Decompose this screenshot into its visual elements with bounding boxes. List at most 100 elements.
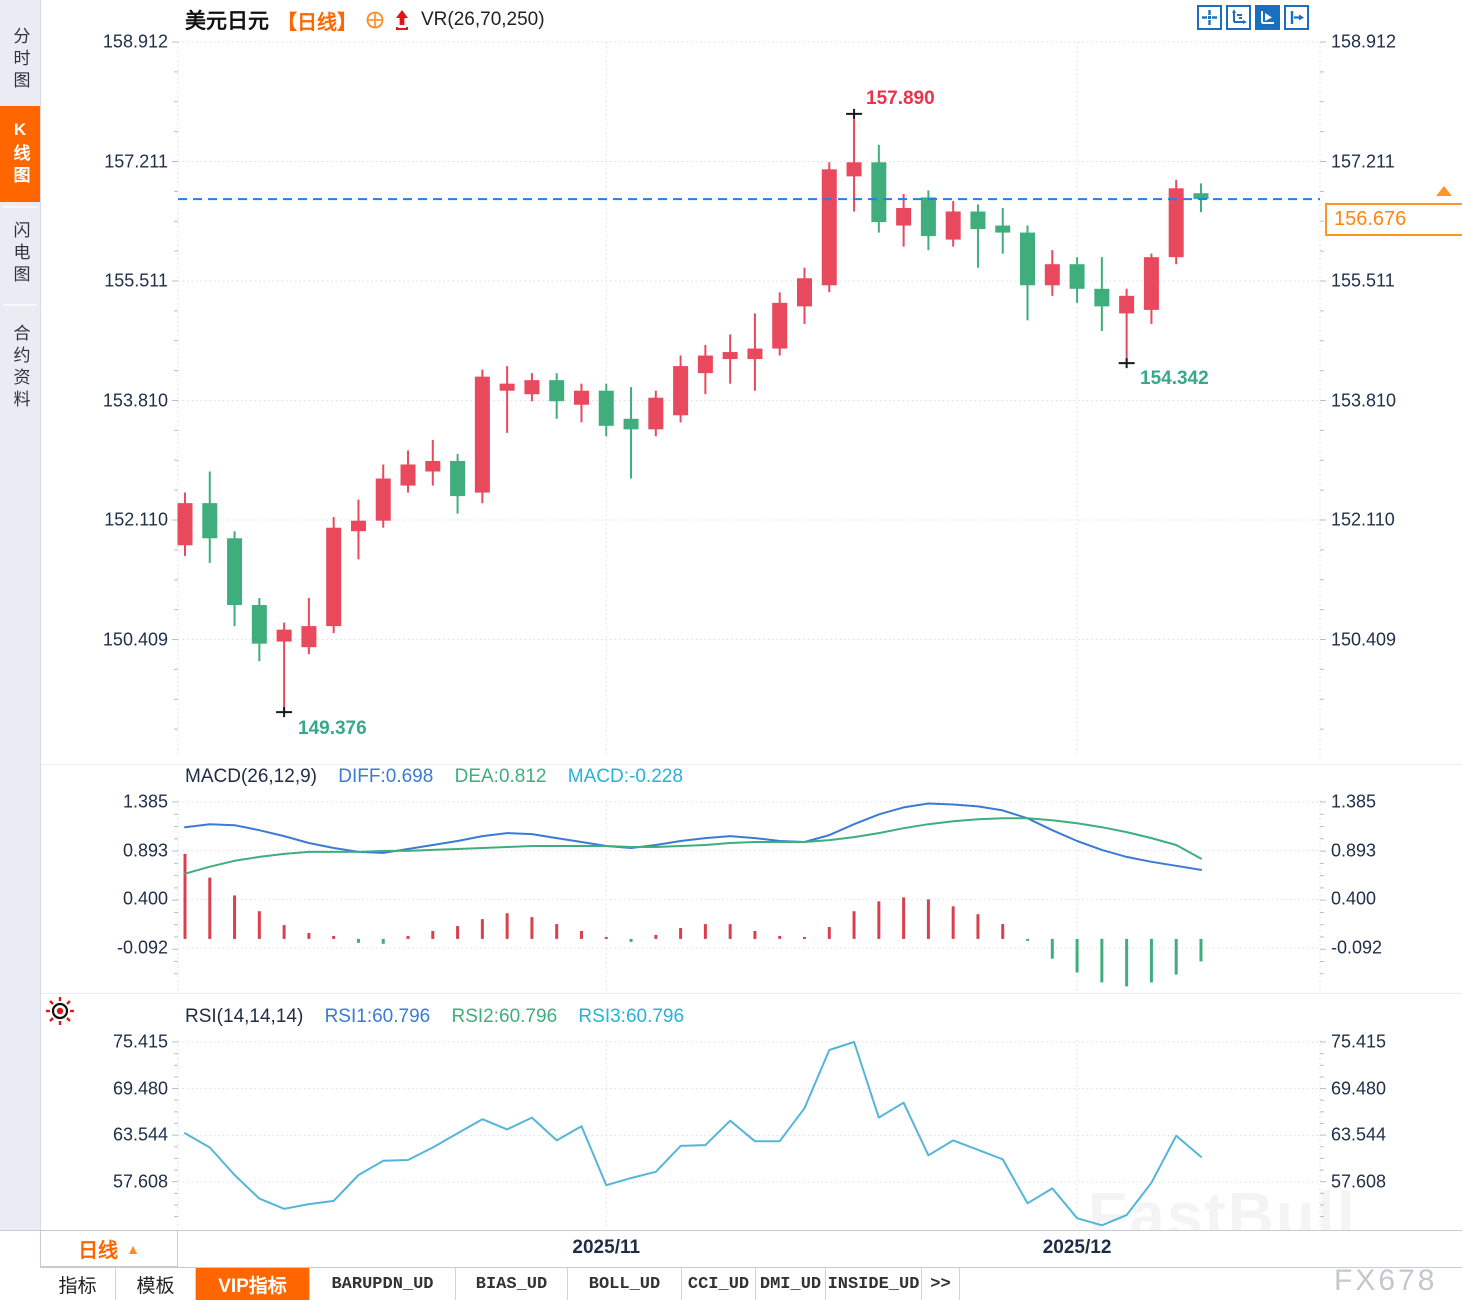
candle-body <box>251 605 267 644</box>
bottom-tab-5[interactable]: BIAS_UD <box>456 1268 568 1300</box>
indicator-settings-icon[interactable] <box>44 995 76 1032</box>
current-price-tag: 156.676 <box>1325 203 1462 236</box>
candle-body <box>871 162 887 223</box>
x-axis-month-label: 2025/12 <box>1042 1237 1112 1258</box>
sidebar: 分时图 K线图闪电图合约资料 <box>0 0 41 1230</box>
candle-body <box>747 348 763 360</box>
swing-low-annotation: 154.342 <box>1140 368 1209 389</box>
macd-dea-value: DEA:0.812 <box>454 766 547 787</box>
candle-body <box>350 520 366 532</box>
price-axis-label: 158.912 <box>102 31 168 52</box>
low-annotation: 149.376 <box>298 718 367 739</box>
rsi-header: RSI(14,14,14) RSI1:60.796 RSI2:60.796 RS… <box>185 1006 684 1028</box>
price-axis-label: 157.211 <box>104 151 168 172</box>
macd-axis-label: 0.893 <box>1331 840 1377 861</box>
candle-body <box>524 380 540 395</box>
bottom-tab-10[interactable]: >> <box>922 1268 960 1300</box>
chart-toolbar <box>1197 5 1309 30</box>
candle-body <box>202 503 218 539</box>
candle-body <box>945 211 961 240</box>
candle-body <box>1143 257 1159 310</box>
candle-body <box>1094 288 1110 307</box>
candle-body <box>301 626 317 648</box>
candle-body <box>499 383 515 391</box>
scroll-right-icon[interactable] <box>1284 5 1309 30</box>
macd-axis-label: 0.400 <box>122 888 168 909</box>
bottom-tab-3[interactable]: VIP指标 <box>196 1268 310 1300</box>
sidebar-tab-2[interactable]: K线图 <box>0 106 40 202</box>
candle-body <box>1044 264 1060 286</box>
price-axis-label: 153.810 <box>1331 390 1397 411</box>
candle-body <box>920 197 936 237</box>
macd-axis-label: -0.092 <box>1331 937 1383 958</box>
candle-body <box>276 629 292 642</box>
price-up-triangle-icon <box>1436 186 1452 196</box>
price-axis-label: 152.110 <box>104 509 168 530</box>
candle-body <box>474 376 490 493</box>
vr-indicator-label: VR(26,70,250) <box>421 9 545 30</box>
crosshair-icon[interactable] <box>1197 5 1222 30</box>
candle-body <box>797 278 812 307</box>
price-axis-label: 158.912 <box>1331 31 1397 52</box>
sidebar-divider <box>3 206 37 208</box>
candle-body <box>648 397 664 430</box>
x-axis-row <box>40 1230 1462 1268</box>
candle-body <box>623 418 639 430</box>
bottom-tab-8[interactable]: DMI_UD <box>756 1268 826 1300</box>
candle-body <box>598 390 614 426</box>
bottom-tab-9[interactable]: INSIDE_UD <box>826 1268 922 1300</box>
rsi2-value: RSI2:60.796 <box>451 1006 558 1027</box>
candle-body <box>227 538 243 606</box>
macd-axis-label: 0.400 <box>1331 888 1377 909</box>
candle-body <box>1020 232 1036 286</box>
red-up-arrow-icon[interactable] <box>393 8 411 32</box>
chart-titlebar: 美元日元 【日线】 VR(26,70,250) <box>185 5 545 35</box>
period-selector[interactable]: 日线 ▲ <box>40 1230 178 1267</box>
rsi-axis-label: 69.480 <box>112 1078 168 1099</box>
x-axis-month-label: 2025/11 <box>572 1237 641 1258</box>
price-axis-label: 153.810 <box>102 390 168 411</box>
period-selector-label: 日线 <box>78 1240 119 1262</box>
candle-body <box>772 302 788 349</box>
rsi-axis-label: 63.544 <box>1331 1124 1387 1145</box>
candle-body <box>722 352 738 360</box>
sidebar-tab-3[interactable]: 闪电图 <box>10 221 30 287</box>
bottom-tab-1[interactable]: 指标 <box>40 1268 116 1300</box>
rsi-axis-label: 75.415 <box>112 1031 168 1052</box>
macd-diff-value: DIFF:0.698 <box>338 766 434 787</box>
high-annotation: 157.890 <box>866 88 935 109</box>
candle-body <box>1193 193 1209 200</box>
candle-body <box>821 169 837 286</box>
candle-body <box>846 162 862 177</box>
candle-body <box>1069 264 1085 289</box>
axis-zoom-icon[interactable] <box>1226 5 1251 30</box>
panel-separator <box>40 764 1462 765</box>
price-axis-label: 150.409 <box>102 629 168 650</box>
macd-axis-label: -0.092 <box>116 937 168 958</box>
sidebar-bottom-cell <box>0 1230 41 1300</box>
panel-separator <box>40 993 1462 994</box>
globe-plus-icon[interactable] <box>365 10 385 30</box>
candle-body <box>896 207 912 226</box>
price-axis-label: 155.511 <box>104 270 168 291</box>
price-axis-label: 152.110 <box>1331 509 1395 530</box>
rsi-line <box>184 1041 1202 1227</box>
bottom-tab-6[interactable]: BOLL_UD <box>568 1268 682 1300</box>
sidebar-tab-1[interactable]: 分时图 <box>10 27 30 93</box>
bottom-tab-7[interactable]: CCI_UD <box>682 1268 756 1300</box>
price-axis-label: 155.511 <box>1331 270 1395 291</box>
sidebar-tab-4[interactable]: 合约资料 <box>10 324 30 412</box>
symbol-title: 美元日元 <box>185 10 269 33</box>
candle-body <box>177 503 193 546</box>
bottom-tab-2[interactable]: 模板 <box>116 1268 196 1300</box>
pointer-tool-icon[interactable] <box>1255 5 1280 30</box>
candle-body <box>1119 295 1135 314</box>
macd-value: MACD:-0.228 <box>567 766 683 787</box>
candle-body <box>450 460 466 497</box>
price-axis-label: 157.211 <box>1331 151 1395 172</box>
macd-axis-label: 1.385 <box>1331 791 1377 812</box>
rsi-axis-label: 57.608 <box>1331 1171 1387 1192</box>
bottom-tab-4[interactable]: BARUPDN_UD <box>310 1268 456 1300</box>
rsi1-value: RSI1:60.796 <box>324 1006 431 1027</box>
